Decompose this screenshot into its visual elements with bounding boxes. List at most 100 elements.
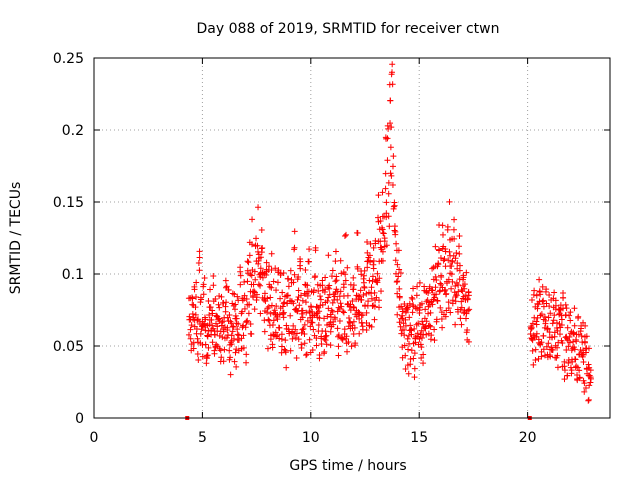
data-point (274, 332, 281, 339)
data-point (529, 320, 536, 327)
data-point (212, 296, 219, 303)
data-point (455, 282, 462, 289)
data-point (210, 273, 217, 280)
data-point (461, 285, 468, 292)
data-point (274, 279, 281, 286)
data-point (335, 343, 342, 350)
data-point (426, 322, 433, 329)
data-point (350, 282, 357, 289)
data-point (185, 331, 192, 338)
data-point (216, 304, 223, 311)
data-point (408, 294, 415, 301)
data-point (442, 286, 449, 293)
data-point (572, 356, 579, 363)
data-point (437, 255, 444, 262)
data-point (562, 311, 569, 318)
data-point (278, 336, 285, 343)
x-tick-label: 0 (90, 430, 99, 446)
data-point (233, 363, 240, 370)
data-point (580, 377, 587, 384)
data-point (227, 371, 234, 378)
data-point (383, 199, 390, 206)
data-point (433, 316, 440, 323)
data-point (298, 292, 305, 299)
data-point (421, 283, 428, 290)
data-point (347, 301, 354, 308)
data-point (323, 341, 330, 348)
data-point (364, 249, 371, 256)
data-point (322, 337, 329, 344)
data-point (452, 283, 459, 290)
data-point (267, 294, 274, 301)
data-point (303, 352, 310, 359)
data-point (332, 316, 339, 323)
data-point (304, 317, 311, 324)
data-point (261, 290, 268, 297)
data-point (585, 345, 592, 352)
data-point (299, 314, 306, 321)
data-point (292, 326, 299, 333)
y-tick-label: 0.05 (53, 339, 84, 355)
data-point (350, 274, 357, 281)
data-point (563, 305, 570, 312)
data-point (540, 346, 547, 353)
data-point (383, 135, 390, 142)
data-point (232, 349, 239, 356)
data-point (268, 266, 275, 273)
data-point (406, 314, 413, 321)
data-point (558, 321, 565, 328)
data-point (587, 367, 594, 374)
data-point (305, 258, 312, 265)
data-point (352, 342, 359, 349)
data-point (306, 246, 313, 253)
data-point (333, 277, 340, 284)
data-point (575, 313, 582, 320)
data-point (554, 352, 561, 359)
data-point (445, 257, 452, 264)
data-point (537, 291, 544, 298)
data-point (371, 316, 378, 323)
data-point (299, 297, 306, 304)
data-point (427, 323, 434, 330)
data-point (422, 306, 429, 313)
data-point (581, 338, 588, 345)
data-point (329, 267, 336, 274)
data-point (445, 276, 452, 283)
data-point (202, 316, 209, 323)
data-point (365, 298, 372, 305)
data-point (344, 292, 351, 299)
data-point (540, 303, 547, 310)
data-point (323, 332, 330, 339)
data-point (345, 314, 352, 321)
data-point (395, 247, 402, 254)
data-point (586, 382, 593, 389)
data-point (445, 305, 452, 312)
data-point (220, 328, 227, 335)
data-point (432, 284, 439, 291)
data-point (406, 300, 413, 307)
data-point (549, 320, 556, 327)
data-point (396, 319, 403, 326)
data-point (290, 331, 297, 338)
data-point (216, 332, 223, 339)
data-point (441, 256, 448, 263)
data-point (336, 317, 343, 324)
data-point (383, 242, 390, 249)
data-point (402, 316, 409, 323)
data-point (407, 327, 414, 334)
data-point (539, 283, 546, 290)
data-point (219, 318, 226, 325)
data-point (249, 216, 256, 223)
data-point (241, 292, 248, 299)
data-point (226, 347, 233, 354)
data-point (554, 364, 561, 371)
data-point (370, 265, 377, 272)
data-point (350, 331, 357, 338)
data-point (226, 311, 233, 318)
data-point (437, 280, 444, 287)
data-point (437, 304, 444, 311)
data-point (257, 310, 264, 317)
data-point (582, 384, 589, 391)
data-point (332, 258, 339, 265)
data-point (218, 322, 225, 329)
